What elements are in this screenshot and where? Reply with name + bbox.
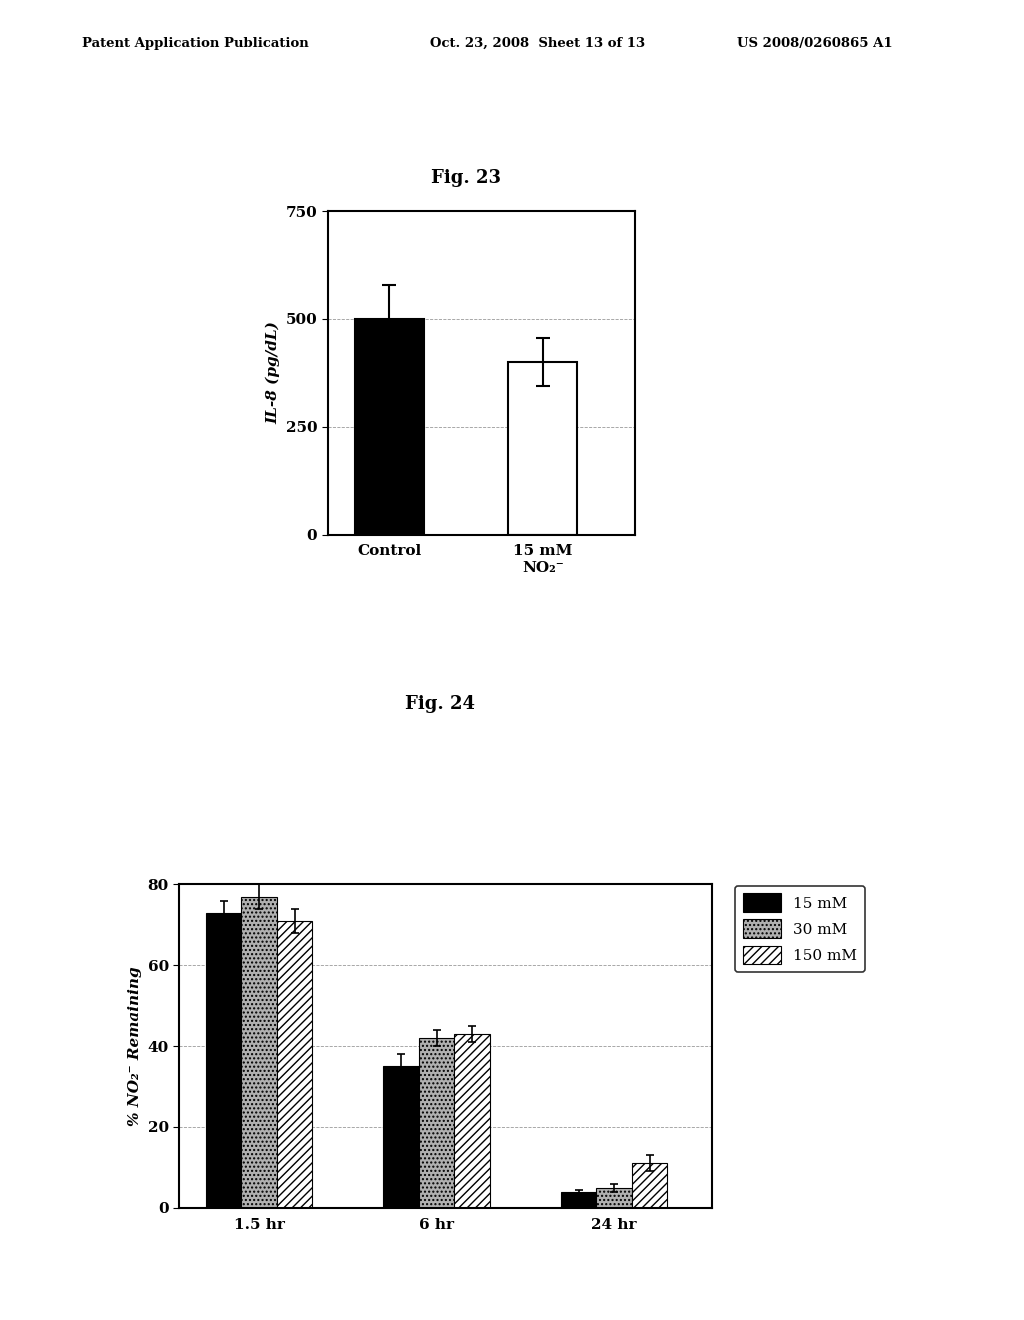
Bar <box>596 1188 632 1208</box>
Bar <box>383 1067 419 1208</box>
Text: US 2008/0260865 A1: US 2008/0260865 A1 <box>737 37 893 50</box>
Bar <box>508 362 578 535</box>
Bar <box>242 896 276 1208</box>
Bar <box>455 1034 489 1208</box>
Text: Fig. 23: Fig. 23 <box>431 169 501 187</box>
Text: Oct. 23, 2008  Sheet 13 of 13: Oct. 23, 2008 Sheet 13 of 13 <box>430 37 645 50</box>
Bar <box>354 319 424 535</box>
Bar <box>276 921 312 1208</box>
Y-axis label: % NO₂⁻ Remaining: % NO₂⁻ Remaining <box>128 966 142 1126</box>
Text: Fig. 24: Fig. 24 <box>406 694 475 713</box>
Y-axis label: IL-8 (pg/dL): IL-8 (pg/dL) <box>265 322 280 424</box>
Legend: 15 mM, 30 mM, 150 mM: 15 mM, 30 mM, 150 mM <box>735 886 865 972</box>
Bar <box>632 1163 668 1208</box>
Text: Patent Application Publication: Patent Application Publication <box>82 37 308 50</box>
Bar <box>561 1192 596 1208</box>
Bar <box>419 1038 455 1208</box>
Bar <box>206 912 242 1208</box>
